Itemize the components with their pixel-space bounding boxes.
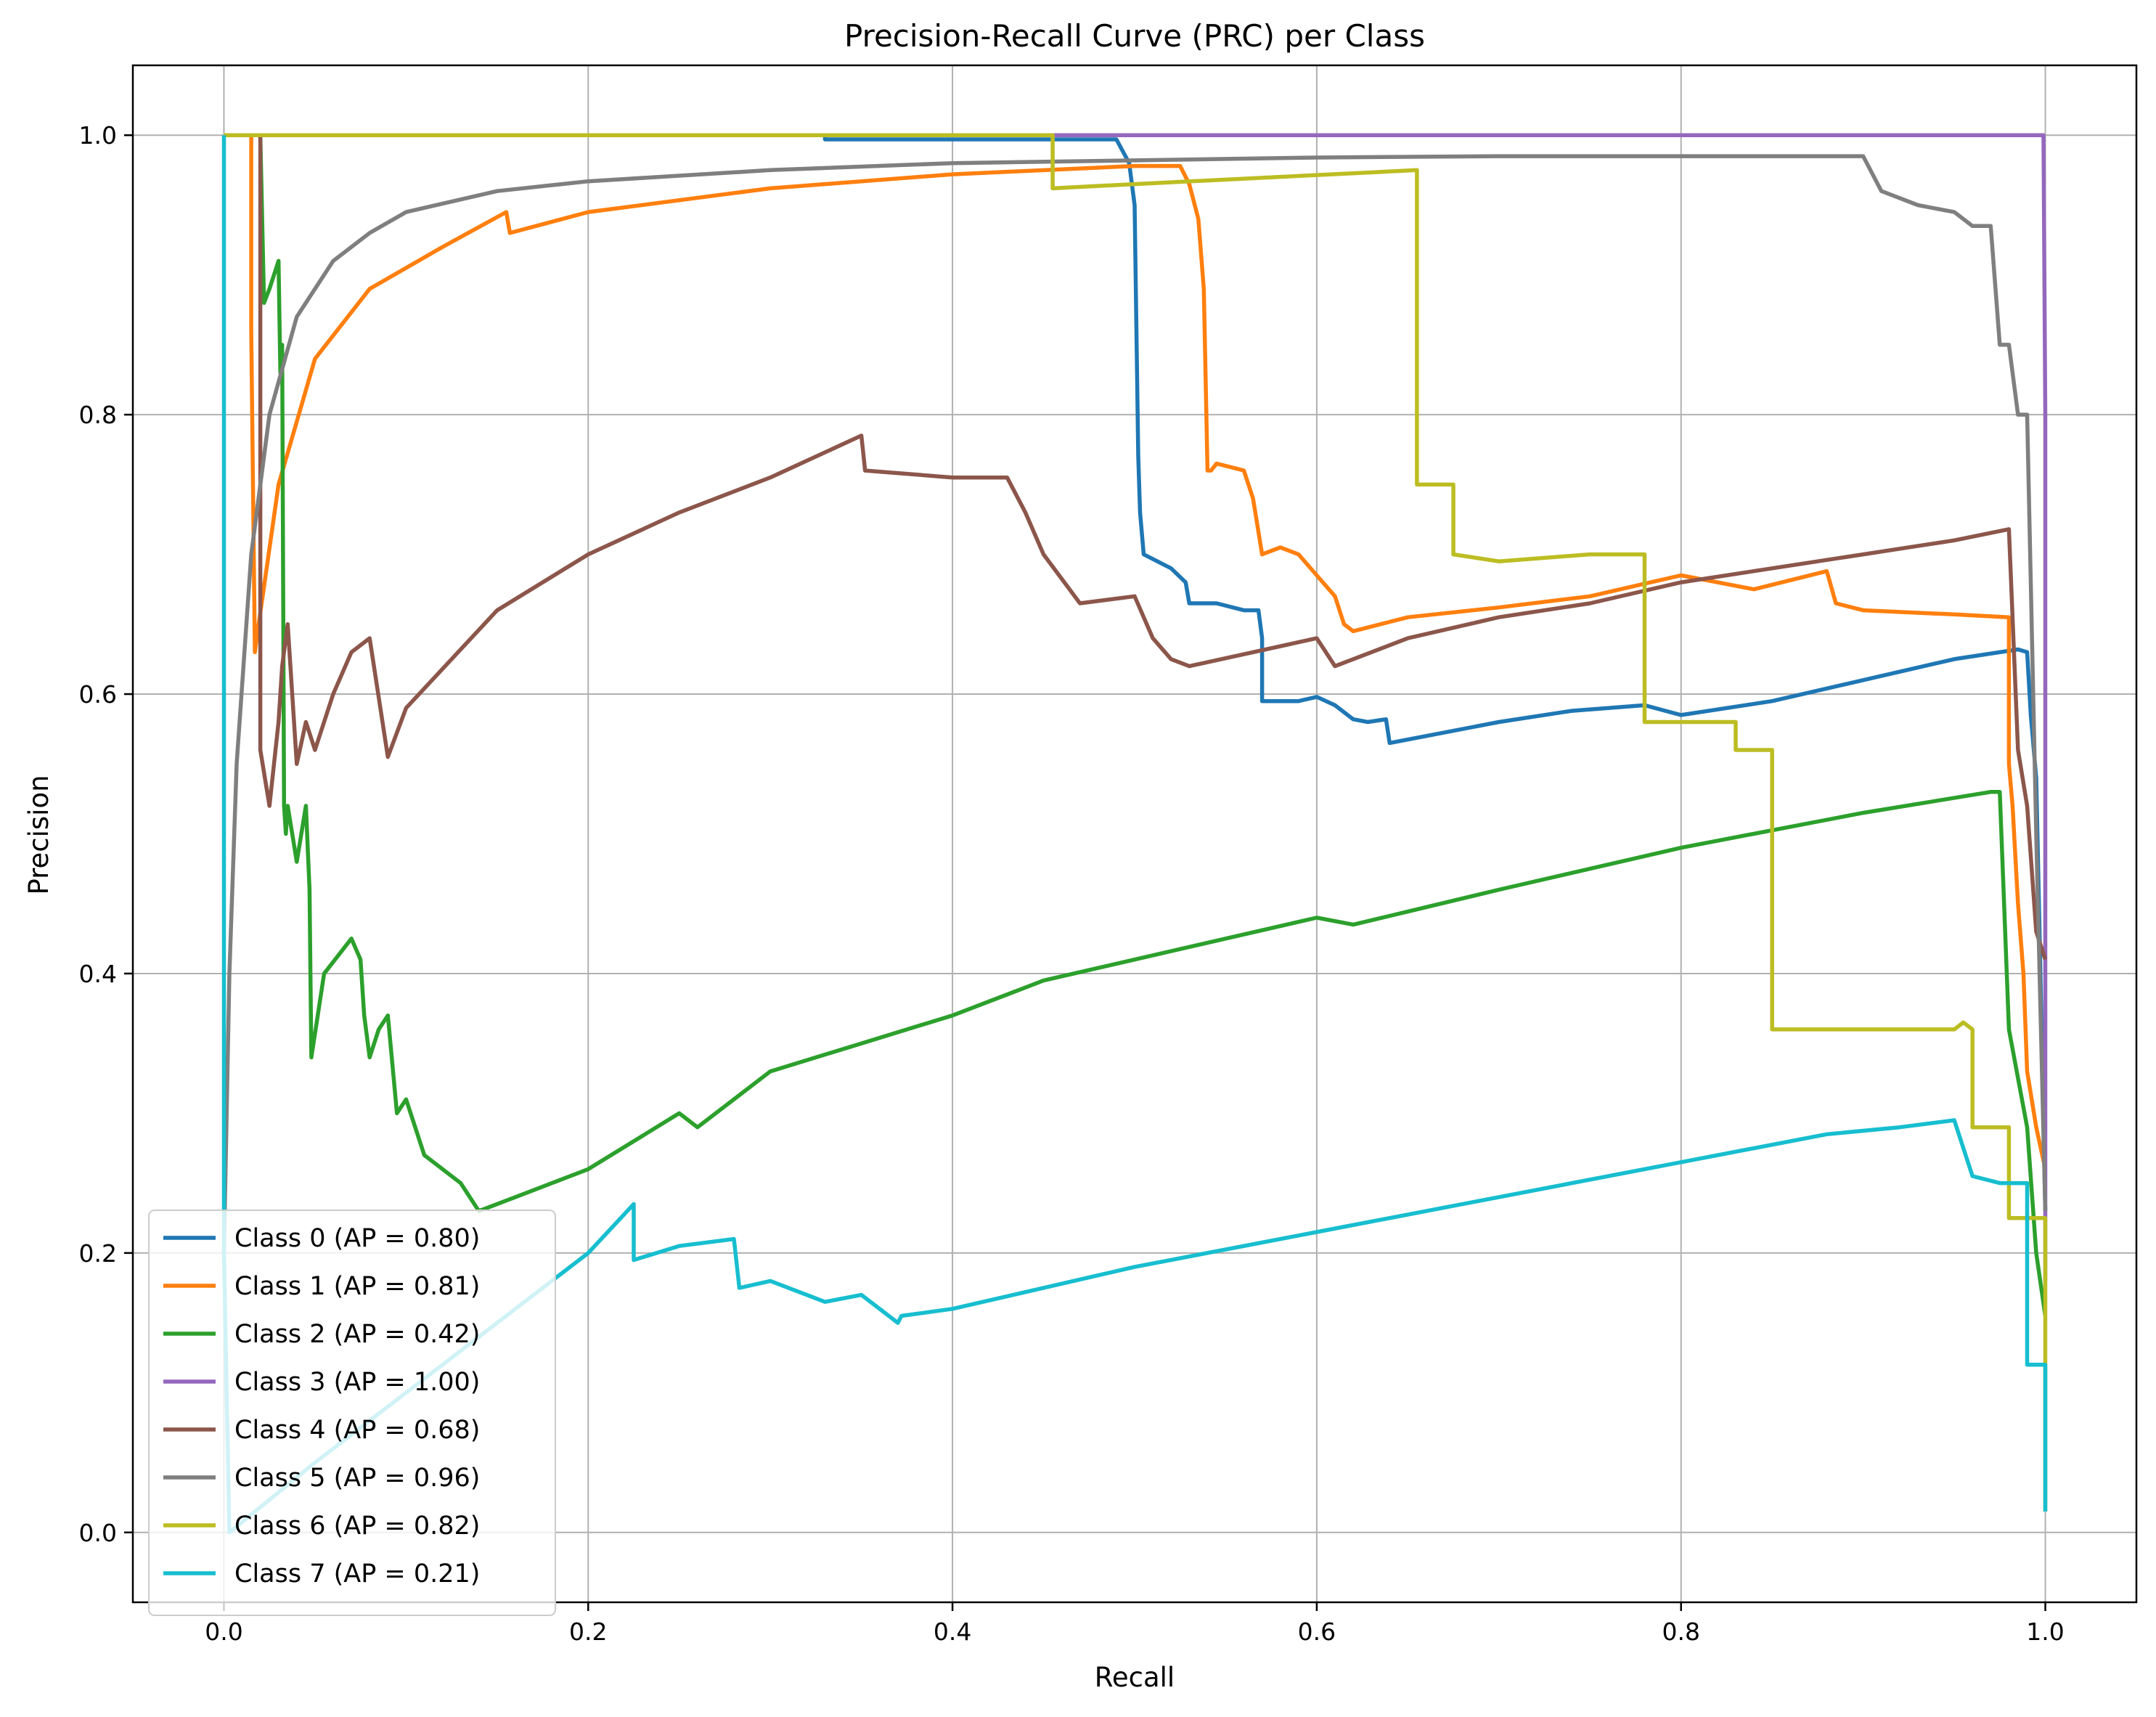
series-line-class-6	[224, 133, 2048, 1512]
legend-label: Class 6 (AP = 0.82)	[234, 1512, 480, 1541]
y-axis-label: Precision	[23, 775, 54, 894]
series-line-class-2	[224, 133, 2048, 1316]
x-tick-label: 0.8	[1662, 1618, 1699, 1646]
series-line-class-5	[221, 154, 2048, 1253]
x-axis-label: Recall	[1095, 1662, 1175, 1693]
y-tick-label: 1.0	[79, 121, 117, 150]
legend-label: Class 5 (AP = 0.96)	[234, 1464, 480, 1493]
y-tick-label: 0.0	[79, 1519, 117, 1547]
x-tick-label: 1.0	[2026, 1618, 2064, 1646]
series-line-class-4	[224, 133, 2048, 961]
legend-label: Class 1 (AP = 0.81)	[234, 1272, 480, 1301]
series-line-class-0	[224, 133, 2048, 1212]
axis-ticks: 0.0 0.2 0.4 0.6 0.8 1.0 0.0 0.2 0.4 0.6 0.8 1.0	[79, 121, 2065, 1646]
legend-label: Class 0 (AP = 0.80)	[234, 1224, 480, 1253]
series-line-class-1	[224, 133, 2048, 1170]
y-tick-label: 0.8	[79, 401, 117, 429]
legend-label: Class 4 (AP = 0.68)	[234, 1416, 480, 1445]
x-tick-label: 0.2	[569, 1618, 607, 1646]
series-line-class-3	[224, 133, 2048, 1281]
legend-label: Class 2 (AP = 0.42)	[234, 1320, 480, 1349]
legend-label: Class 7 (AP = 0.21)	[234, 1559, 480, 1588]
x-tick-label: 0.4	[934, 1618, 971, 1646]
legend-label: Class 3 (AP = 1.00)	[234, 1368, 480, 1397]
legend-box	[148, 1210, 556, 1616]
y-tick-label: 0.6	[79, 680, 117, 709]
legend: Class 0 (AP = 0.80) Class 1 (AP = 0.81) Cl…	[148, 1210, 556, 1616]
y-tick-label: 0.2	[79, 1239, 117, 1268]
x-tick-label: 0.0	[205, 1618, 242, 1646]
plot-frame	[131, 64, 2138, 1604]
chart-title: Precision-Recall Curve (PRC) per Class	[844, 18, 1425, 54]
x-tick-label: 0.6	[1298, 1618, 1336, 1646]
y-tick-label: 0.4	[79, 960, 117, 988]
curves	[221, 133, 2048, 1535]
